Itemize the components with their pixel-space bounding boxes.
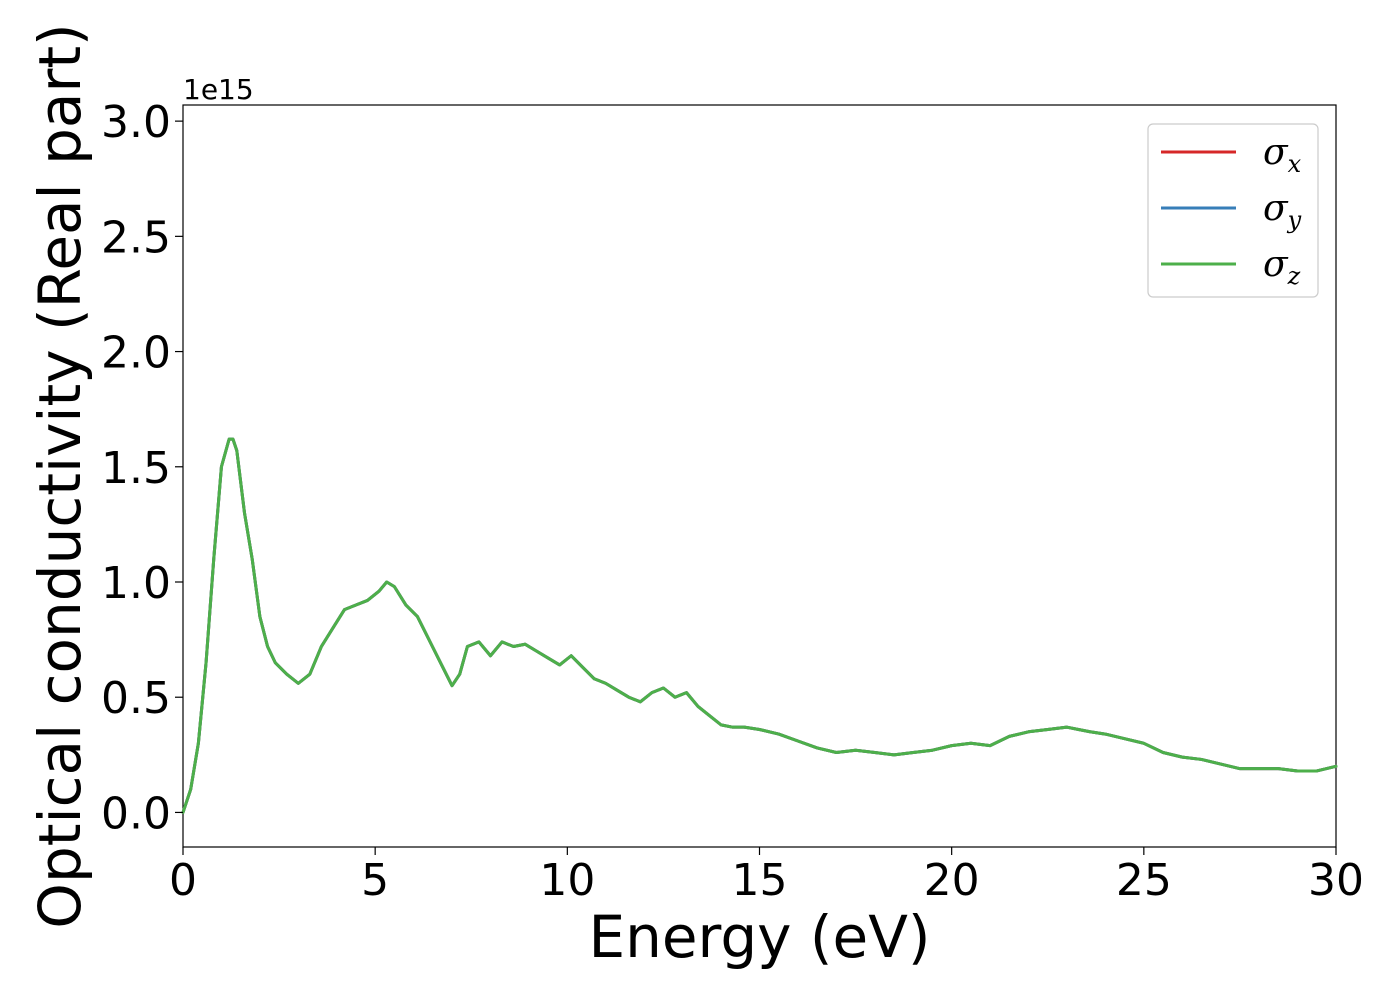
- x-tick-label: 0: [169, 855, 197, 906]
- legend-subscript-1: x: [1288, 150, 1302, 178]
- y-tick-label: 0.0: [101, 788, 171, 839]
- x-tick-label: 15: [732, 855, 788, 906]
- legend-box: [1147, 123, 1319, 298]
- y-tick-label: 3.0: [101, 97, 171, 148]
- legend-subscript-2: y: [1287, 206, 1302, 234]
- x-tick-label: 30: [1308, 855, 1364, 906]
- legend-subscript-3: z: [1287, 262, 1301, 290]
- x-tick-label: 10: [539, 855, 595, 906]
- x-axis-title: Energy (eV): [588, 903, 930, 971]
- y-tick-label: 0.5: [101, 673, 171, 724]
- y-axis-title: Optical conductivity (Real part): [26, 23, 94, 928]
- x-tick-label: 5: [361, 855, 389, 906]
- series-group: [181, 437, 1338, 814]
- y-tick-label: 1.5: [101, 443, 171, 494]
- y-axis-ticks: 0.0 0.5 1.0 1.5 2.0 2.5 3.0: [101, 97, 183, 839]
- x-axis-ticks: 0 5 10 15 20 25 30: [169, 847, 1364, 906]
- y-tick-label: 1.0: [101, 558, 171, 609]
- y-tick-label: 2.5: [101, 212, 171, 263]
- y-offset-label: 1e15: [183, 73, 254, 106]
- y-tick-label: 2.0: [101, 328, 171, 379]
- series-line-3: [181, 437, 1338, 814]
- x-tick-label: 25: [1116, 855, 1172, 906]
- x-tick-label: 20: [924, 855, 980, 906]
